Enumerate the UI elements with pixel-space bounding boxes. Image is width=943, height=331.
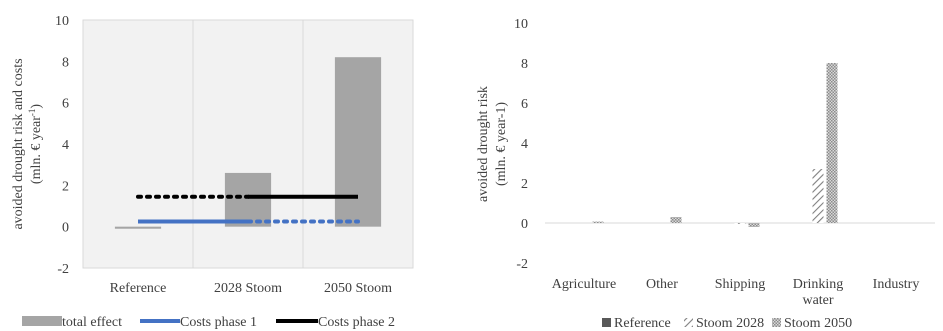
x-tick-label-other: Other xyxy=(646,277,678,292)
legend-swatch-reference xyxy=(602,318,611,327)
y-tick-labels-left: -2 0 2 4 6 8 10 xyxy=(55,14,69,277)
y-tick-labels-right: -2 0 2 4 6 8 10 xyxy=(514,17,528,272)
y-axis-label-right-units: (mln. € year-1) xyxy=(494,102,509,186)
x-tick-label-reference: Reference xyxy=(110,281,167,296)
y-tick-label: 0 xyxy=(62,221,69,236)
bar-total-effect-2050-stoom xyxy=(334,57,382,227)
gridlines-left xyxy=(82,20,414,268)
y-tick-label: 4 xyxy=(521,137,528,152)
y-tick-label: 2 xyxy=(62,179,69,194)
bars-right xyxy=(592,63,838,227)
y-tick-label: 2 xyxy=(521,177,528,192)
legend-label-total-effect: total effect xyxy=(62,315,122,330)
y-axis-label-left-units-suffix: ) xyxy=(29,104,44,109)
legend-label-reference: Reference xyxy=(614,316,671,331)
x-tick-labels-right: Agriculture Other Shipping Drinking water Ind… xyxy=(552,277,920,308)
y-tick-label: -2 xyxy=(57,262,69,277)
y-tick-label: 10 xyxy=(514,17,528,32)
bar-stoom-2050-drinking-water xyxy=(826,63,838,223)
y-axis-label-left: avoided drought risk and costs xyxy=(11,58,26,229)
bar-stoom-2050-shipping xyxy=(748,223,760,227)
y-tick-label: -2 xyxy=(516,257,528,272)
chart-right: -2 0 2 4 6 8 10 Agriculture Other Shipping Drinki… xyxy=(476,17,935,331)
y-axis-label-right: avoided drought risk xyxy=(476,86,491,202)
x-tick-label-agriculture: Agriculture xyxy=(552,277,617,292)
legend-right: Reference Stoom 2028 Stoom 2050 xyxy=(602,316,852,331)
legend-left: total effect Costs phase 1 Costs phase 2 xyxy=(22,315,395,330)
y-tick-label: 8 xyxy=(62,55,69,70)
x-tick-label-2050-stoom: 2050 Stoom xyxy=(324,281,392,296)
y-tick-label: 6 xyxy=(521,97,528,112)
legend-label-stoom-2028: Stoom 2028 xyxy=(696,316,764,331)
y-axis-label-left-units-sup: -1 xyxy=(27,109,37,117)
x-tick-labels-left: Reference 2028 Stoom 2050 Stoom xyxy=(110,281,393,296)
bar-stoom-2050-other xyxy=(670,217,682,223)
y-tick-label: 6 xyxy=(62,97,69,112)
legend-swatch-stoom-2028 xyxy=(684,318,693,327)
x-tick-label-shipping: Shipping xyxy=(715,277,766,292)
legend-label-stoom-2050: Stoom 2050 xyxy=(784,316,852,331)
bar-stoom-2028-drinking-water xyxy=(812,169,824,223)
x-tick-label-industry: Industry xyxy=(873,277,920,292)
y-tick-label: 4 xyxy=(62,138,69,153)
x-tick-label-2028-stoom: 2028 Stoom xyxy=(214,281,282,296)
x-tick-label-drinking-water: Drinking water xyxy=(793,277,844,308)
bar-stoom-2028-shipping xyxy=(734,223,746,224)
bar-stoom-2050-agriculture xyxy=(592,221,604,223)
cost-lines-left xyxy=(136,194,360,224)
legend-label-costs-phase-1: Costs phase 1 xyxy=(180,315,257,330)
bar-total-effect-2028-stoom xyxy=(224,172,272,227)
legend-label-costs-phase-2: Costs phase 2 xyxy=(318,315,395,330)
y-axis-label-left-units: (mln. € year-1) xyxy=(27,104,44,185)
y-axis-label-left-line1: avoided drought risk and costs xyxy=(11,58,26,229)
bar-total-effect-reference xyxy=(114,226,162,229)
legend-swatch-stoom-2050 xyxy=(772,318,781,327)
y-tick-label: 0 xyxy=(521,217,528,232)
y-tick-label: 10 xyxy=(55,14,69,29)
legend-swatch-total-effect xyxy=(22,316,62,326)
y-axis-label-left-units-prefix: (mln. € year xyxy=(29,116,44,184)
y-tick-label: 8 xyxy=(521,57,528,72)
